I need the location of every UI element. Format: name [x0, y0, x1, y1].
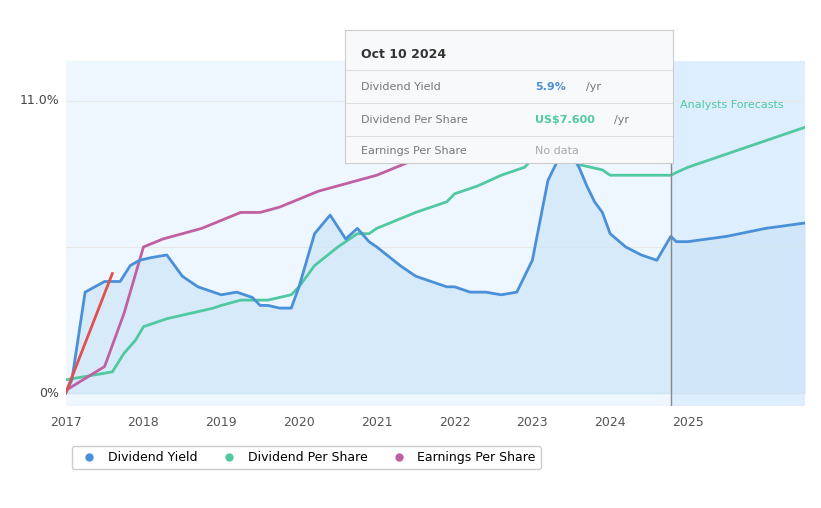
Text: 5.9%: 5.9% — [535, 82, 566, 91]
Text: No data: No data — [535, 146, 579, 155]
Legend: Dividend Yield, Dividend Per Share, Earnings Per Share: Dividend Yield, Dividend Per Share, Earn… — [72, 446, 541, 469]
Text: 11.0%: 11.0% — [20, 94, 59, 107]
Bar — [66, 61, 671, 406]
Text: 0%: 0% — [39, 387, 59, 400]
Text: Analysts Forecasts: Analysts Forecasts — [680, 100, 784, 110]
Text: Past: Past — [644, 100, 667, 110]
Text: /yr: /yr — [614, 115, 629, 124]
Text: Dividend Yield: Dividend Yield — [361, 82, 441, 91]
Text: /yr: /yr — [586, 82, 601, 91]
Bar — [671, 61, 805, 406]
Text: Oct 10 2024: Oct 10 2024 — [361, 48, 447, 60]
Text: US$7.600: US$7.600 — [535, 115, 595, 124]
Text: Earnings Per Share: Earnings Per Share — [361, 146, 467, 155]
Text: Dividend Per Share: Dividend Per Share — [361, 115, 468, 124]
